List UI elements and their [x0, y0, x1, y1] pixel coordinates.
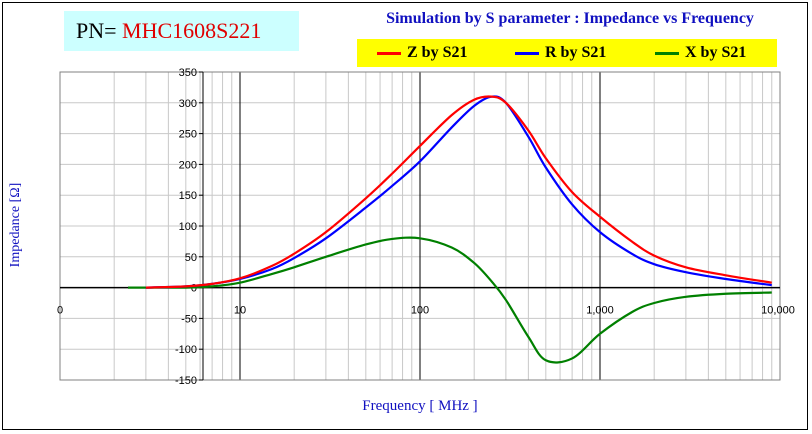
part-number-value: MHC1608S221 — [122, 18, 262, 43]
y-tick-label: 100 — [179, 221, 197, 233]
y-tick-label: 200 — [179, 159, 197, 171]
y-tick-label: 150 — [179, 190, 197, 202]
series-line-r — [145, 95, 772, 289]
y-tick-label: -150 — [175, 375, 197, 387]
y-axis-label: Impedance [Ω] — [6, 183, 26, 268]
y-axis-label-text: Impedance [Ω] — [8, 182, 23, 268]
y-tick-label: 0 — [191, 283, 197, 295]
y-tick-label: 350 — [179, 67, 197, 79]
chart-title: Simulation by S parameter : Impedance vs… — [386, 10, 754, 27]
x-tick-label: 100 — [411, 305, 429, 317]
y-tick-label: 250 — [179, 129, 197, 141]
legend-label-x: X by S21 — [685, 44, 747, 61]
y-tick-label: 50 — [185, 252, 197, 264]
part-number-prefix: PN= — [76, 18, 117, 43]
legend-swatch-z — [377, 51, 401, 55]
x-tick-label: 10,000 — [761, 305, 795, 317]
y-tick-label: 300 — [179, 98, 197, 110]
legend-entry-x: X by S21 — [655, 39, 746, 67]
plot-border — [59, 71, 781, 381]
legend-entry-z: Z by S21 — [377, 39, 467, 67]
legend-swatch-x — [655, 51, 679, 55]
legend-label-z: Z by S21 — [407, 44, 468, 61]
series-line-z — [145, 95, 772, 289]
legend-entry-r: R by S21 — [515, 39, 606, 67]
x-axis-label: Frequency [ MHz ] — [362, 398, 478, 414]
x-tick-label: 1,000 — [586, 305, 614, 317]
y-tick-label: -50 — [181, 313, 197, 325]
x-tick-label: 10 — [234, 305, 246, 317]
series-line-x — [145, 236, 772, 364]
legend-swatch-r — [515, 51, 539, 55]
part-number-box: PN= MHC1608S221 — [64, 11, 299, 51]
x-tick-label: 0 — [57, 305, 63, 317]
legend: Z by S21 R by S21 X by S21 — [357, 39, 777, 67]
y-tick-label: -100 — [175, 344, 197, 356]
legend-label-r: R by S21 — [545, 44, 607, 61]
